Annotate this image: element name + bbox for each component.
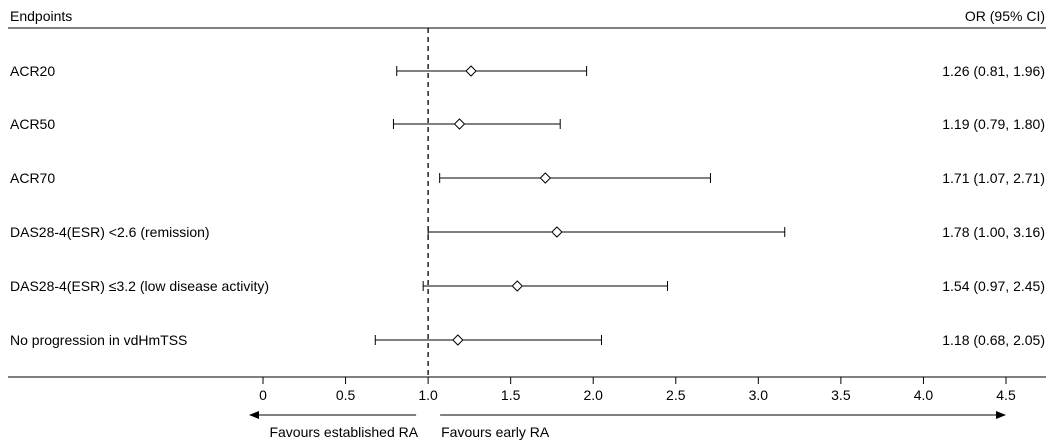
x-tick-label: 3.0 [749,387,769,403]
or-ci-value: 1.26 (0.81, 1.96) [942,63,1045,79]
or-point-marker [465,65,477,77]
forest-row: No progression in vdHmTSS 1.18 (0.68, 2.0… [10,332,1045,348]
favour-left-label: Favours established RA [269,424,418,440]
row-label: DAS28-4(ESR) <2.6 (remission) [10,224,210,240]
x-tick-label: 1.5 [501,387,521,403]
or-ci-value: 1.18 (0.68, 2.05) [942,332,1045,348]
or-point-marker [453,118,466,130]
or-ci-value: 1.78 (1.00, 3.16) [942,224,1045,240]
row-label: ACR20 [10,63,55,79]
or-ci-value: 1.71 (1.07, 2.71) [942,170,1045,186]
row-label: ACR70 [10,170,55,186]
or-point-marker [452,334,464,346]
or-point-marker [539,172,552,184]
x-tick-label: 0 [259,387,267,403]
x-axis-ticks: 0 0.5 1.0 1.5 2.0 2.5 3.0 3.5 4.0 4.5 [259,377,1016,403]
forest-row: ACR20 1.26 (0.81, 1.96) [10,63,1045,79]
or-ci-header: OR (95% CI) [965,8,1045,24]
x-tick-label: 3.5 [831,387,851,403]
x-tick-label: 4.0 [914,387,934,403]
or-point-marker [511,280,523,292]
favour-right-label: Favours early RA [441,424,550,440]
forest-row: DAS28-4(ESR) <2.6 (remission) 1.78 (1.00,… [10,224,1045,240]
favour-left-arrowhead [249,411,259,419]
row-label: ACR50 [10,116,55,132]
favour-arrows: Favours established RA Favours early RA [249,411,1006,440]
row-label: DAS28-4(ESR) ≤3.2 (low disease activity) [10,278,269,294]
forest-row: ACR70 1.71 (1.07, 2.71) [10,170,1045,186]
or-ci-value: 1.54 (0.97, 2.45) [942,278,1045,294]
x-tick-label: 1.0 [418,387,438,403]
or-point-marker [551,226,563,238]
or-ci-value: 1.19 (0.79, 1.80) [942,116,1045,132]
favour-right-arrowhead [996,411,1006,419]
row-label: No progression in vdHmTSS [10,332,187,348]
endpoints-header: Endpoints [10,8,72,24]
forest-row: ACR50 1.19 (0.79, 1.80) [10,116,1045,132]
x-tick-label: 2.5 [666,387,686,403]
x-tick-label: 2.0 [583,387,603,403]
x-tick-label: 0.5 [336,387,356,403]
x-tick-label: 4.5 [996,387,1016,403]
rows-layer: ACR20 1.26 (0.81, 1.96) ACR50 1.19 (0.79, 1… [10,63,1045,348]
forest-row: DAS28-4(ESR) ≤3.2 (low disease activity)… [10,278,1045,294]
